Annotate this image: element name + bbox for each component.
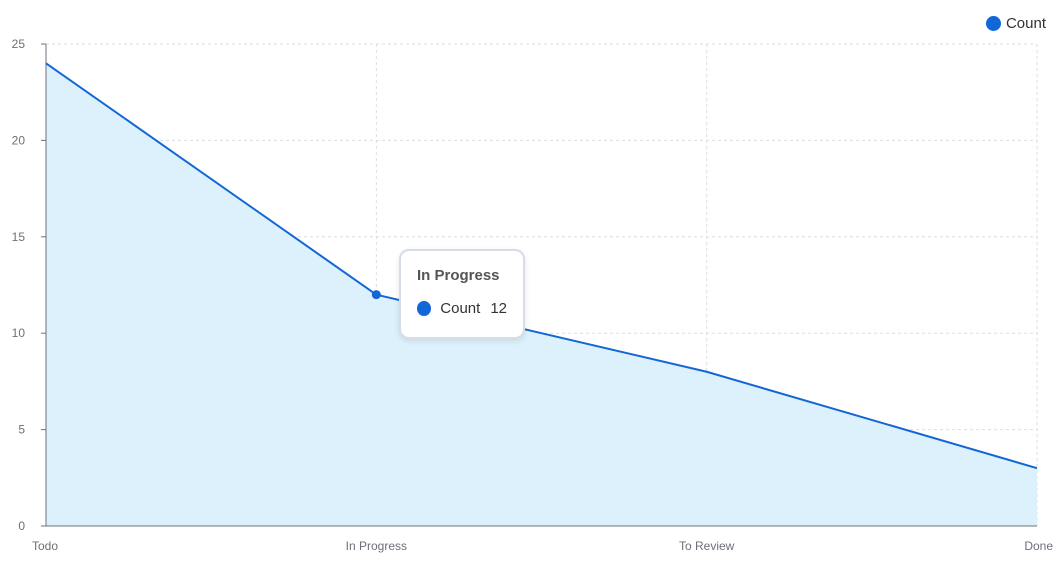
x-tick-label: Done [1024,539,1053,553]
legend-swatch [985,16,1001,31]
legend[interactable]: Count [985,15,1046,32]
y-tick-label: 20 [12,133,26,147]
legend-label: Count [1005,15,1046,32]
series-line [45,62,1038,470]
series-points[interactable] [371,290,381,300]
y-tick-label: 15 [12,230,26,244]
series-area [46,63,1037,526]
tick-labels: 0 5 10 15 20 25 Todo In Progress To Review Done [12,37,1054,553]
grid-lines [46,43,1038,526]
tooltip-swatch [417,301,432,316]
y-tick-label: 0 [18,519,25,533]
tooltip-title: In Progress [417,267,500,284]
y-tick-label: 5 [18,423,25,437]
x-tick-label: In Progress [346,539,407,553]
axes [41,43,1037,527]
tooltip-value: 12 [490,300,507,317]
area-fill [46,63,1037,526]
x-tick-label: To Review [679,539,735,553]
data-point[interactable] [371,290,381,300]
series-line-count [45,62,1038,470]
tooltip: In Progress Count 12 [399,249,525,339]
tooltip-series-name: Count [440,300,481,317]
y-tick-label: 25 [12,37,26,51]
tooltip-row: Count 12 [417,300,507,317]
y-tick-label: 10 [12,326,26,340]
x-tick-label: Todo [32,539,58,553]
